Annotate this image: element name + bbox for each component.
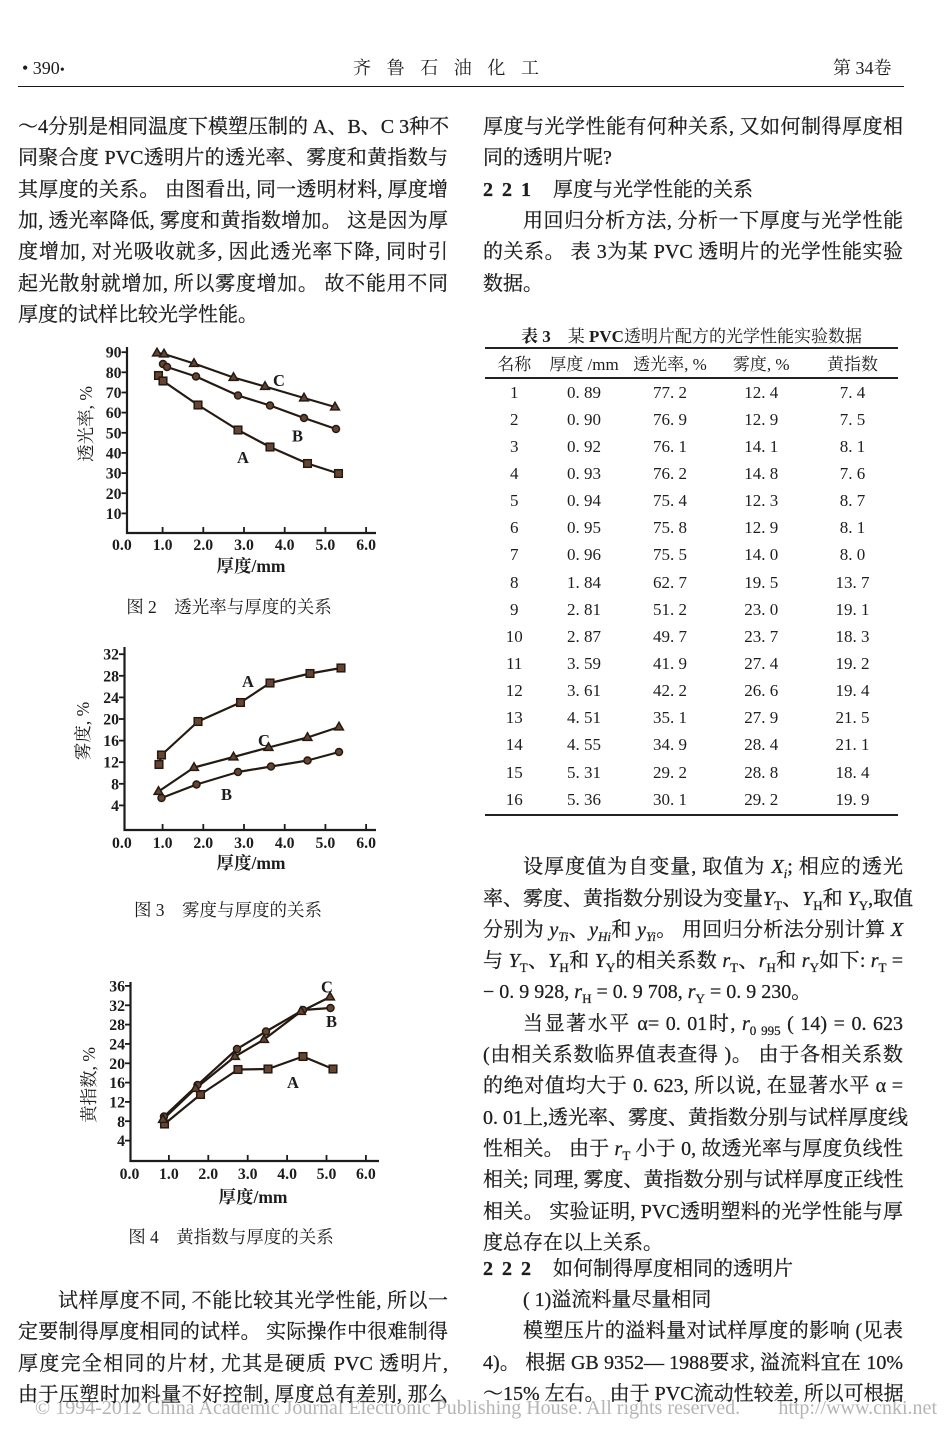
svg-text:4.0: 4.0 [275,835,295,852]
svg-text:5.0: 5.0 [316,835,336,852]
svg-text:2.0: 2.0 [193,835,213,852]
svg-text:4.0: 4.0 [275,537,295,554]
svg-text:28: 28 [109,1017,125,1034]
svg-text:6.0: 6.0 [356,537,376,554]
svg-text:5.0: 5.0 [317,1166,337,1183]
svg-text:4: 4 [117,1133,125,1150]
svg-text:36: 36 [109,979,125,996]
svg-text:2.0: 2.0 [193,537,213,554]
svg-text:4.0: 4.0 [277,1166,297,1183]
svg-text:3.0: 3.0 [234,537,254,554]
svg-text:厚度/mm: 厚度/mm [216,853,285,873]
svg-text:3.0: 3.0 [238,1166,258,1183]
svg-text:A: A [287,1073,299,1092]
svg-text:50: 50 [106,425,122,442]
svg-text:20: 20 [103,712,119,729]
svg-text:C: C [258,731,270,750]
svg-text:12: 12 [103,755,119,772]
svg-text:图 4 黄指数与厚度的关系: 图 4 黄指数与厚度的关系 [128,1227,334,1247]
svg-text:6.0: 6.0 [356,835,376,852]
svg-text:图 2 透光率与厚度的关系: 图 2 透光率与厚度的关系 [126,597,332,617]
svg-text:C: C [321,978,333,997]
svg-text:16: 16 [109,1075,125,1092]
svg-text:90: 90 [106,345,122,362]
svg-text:20: 20 [106,486,122,503]
svg-text:40: 40 [106,446,122,463]
svg-text:24: 24 [103,690,119,707]
svg-text:1.0: 1.0 [159,1166,179,1183]
svg-text:70: 70 [106,385,122,402]
svg-text:8: 8 [117,1114,125,1131]
svg-text:厚度/mm: 厚度/mm [216,556,285,576]
svg-text:1.0: 1.0 [153,537,173,554]
svg-text:1.0: 1.0 [153,835,173,852]
svg-text:0.0: 0.0 [112,835,132,852]
svg-text:B: B [292,427,303,446]
svg-text:A: A [237,448,249,467]
svg-text:20: 20 [109,1056,125,1073]
svg-text:32: 32 [109,998,125,1015]
svg-text:24: 24 [109,1037,125,1054]
svg-text:6.0: 6.0 [356,1166,376,1183]
svg-text:透光率, %: 透光率, % [76,386,96,462]
svg-text:80: 80 [106,365,122,382]
svg-text:5.0: 5.0 [316,537,336,554]
svg-text:B: B [221,785,232,804]
svg-text:12: 12 [109,1094,125,1111]
svg-text:3.0: 3.0 [234,835,254,852]
svg-text:B: B [326,1012,337,1031]
svg-text:0.0: 0.0 [112,537,132,554]
svg-text:16: 16 [103,733,119,750]
svg-text:2.0: 2.0 [198,1166,218,1183]
svg-text:黄指数, %: 黄指数, % [79,1047,99,1123]
svg-text:60: 60 [106,405,122,422]
svg-text:8: 8 [111,776,119,793]
svg-text:雾度, %: 雾度, % [73,702,93,760]
svg-text:10: 10 [106,506,122,523]
svg-text:30: 30 [106,466,122,483]
svg-text:28: 28 [103,668,119,685]
svg-text:图 3 雾度与厚度的关系: 图 3 雾度与厚度的关系 [134,900,322,920]
svg-text:A: A [242,672,254,691]
svg-text:C: C [273,371,285,390]
svg-text:4: 4 [111,798,119,815]
svg-text:厚度/mm: 厚度/mm [218,1187,287,1207]
svg-text:32: 32 [103,647,119,664]
svg-text:0.0: 0.0 [120,1166,140,1183]
